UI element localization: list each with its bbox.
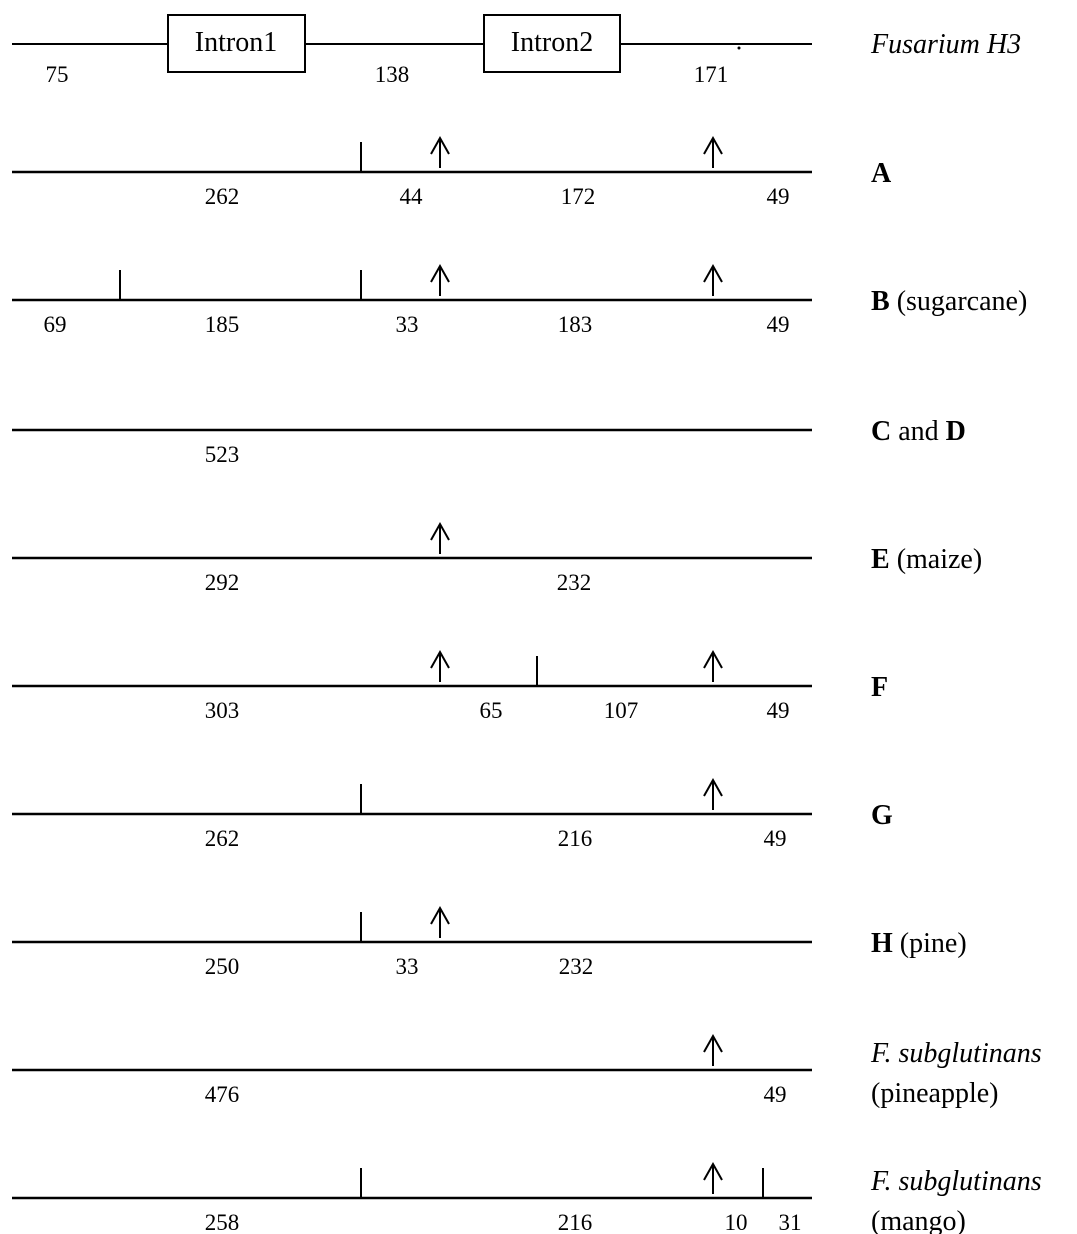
- pattern-label: E (maize): [871, 544, 982, 575]
- arrow-site-marker: [703, 263, 723, 296]
- pattern-host-label: (pineapple): [871, 1078, 999, 1109]
- fragment-length: 107: [604, 698, 639, 723]
- pattern-label: H (pine): [871, 928, 967, 959]
- intron2-box: [483, 14, 621, 73]
- fragment-length: 232: [559, 954, 594, 979]
- pattern-host-label: (mango): [871, 1206, 966, 1234]
- fragment-length: 49: [764, 826, 787, 851]
- pattern-row: 69 185 33 183 49 B (sugarcane): [12, 263, 1027, 337]
- pattern-row: 476 49 F. subglutinans (pineapple): [12, 1033, 1042, 1109]
- arrow-site-marker: [430, 649, 450, 682]
- fragment-length: 216: [558, 826, 593, 851]
- exon3-length: 171: [694, 62, 729, 87]
- arrow-site-marker: [703, 135, 723, 168]
- fragment-length: 31: [779, 1210, 802, 1234]
- fragment-length: 172: [561, 184, 596, 209]
- pattern-label: G: [871, 800, 893, 831]
- restriction-patterns: 262 44 172 49 A 69 185 33 183 49 B (sugarcane) 523 C…: [12, 135, 1042, 1234]
- fragment-length: 262: [205, 184, 240, 209]
- fragment-length: 33: [396, 312, 419, 337]
- arrow-site-marker: [703, 1161, 723, 1194]
- intron2-label: Intron2: [511, 27, 593, 58]
- fragment-length: 303: [205, 698, 240, 723]
- pattern-row: 262 216 49 G: [12, 777, 893, 851]
- arrow-site-marker: [703, 777, 723, 810]
- fragment-length: 49: [764, 1082, 787, 1107]
- pattern-label: F. subglutinans: [870, 1166, 1042, 1197]
- fragment-length: 185: [205, 312, 240, 337]
- arrow-site-marker: [430, 263, 450, 296]
- fragment-length: 49: [767, 312, 790, 337]
- fragment-length: 292: [205, 570, 240, 595]
- fragment-length: 476: [205, 1082, 240, 1107]
- arrow-site-marker: [430, 905, 450, 938]
- fragment-length: 262: [205, 826, 240, 851]
- fragment-length: 232: [557, 570, 592, 595]
- fragment-length: 49: [767, 698, 790, 723]
- gene-end-dot: [737, 46, 741, 50]
- fragment-length: 33: [396, 954, 419, 979]
- pattern-row: 303 65 107 49 F: [12, 649, 888, 723]
- pattern-label: B (sugarcane): [871, 286, 1027, 317]
- fragment-length: 65: [480, 698, 503, 723]
- intron1-label: Intron1: [195, 27, 277, 58]
- pattern-row: 292 232 E (maize): [12, 521, 982, 595]
- fragment-length: 258: [205, 1210, 240, 1234]
- exon2-length: 138: [375, 62, 410, 87]
- pattern-row: 258 216 10 31 F. subglutinans (mango): [12, 1161, 1042, 1234]
- arrow-site-marker: [430, 521, 450, 554]
- pattern-label: C and D: [871, 416, 966, 447]
- gene-structure: Intron1 Intron2 75 138 171 Fusarium H3: [12, 14, 1021, 87]
- fragment-length: 49: [767, 184, 790, 209]
- pattern-label: F: [871, 672, 888, 703]
- fragment-length: 44: [400, 184, 424, 209]
- pattern-row: 262 44 172 49 A: [12, 135, 892, 209]
- fragment-length: 216: [558, 1210, 593, 1234]
- fragment-length: 250: [205, 954, 240, 979]
- fragment-length: 10: [725, 1210, 748, 1234]
- gene-name: Fusarium H3: [870, 29, 1021, 60]
- arrow-site-marker: [703, 1033, 723, 1066]
- exon1-length: 75: [46, 62, 69, 87]
- fragment-length: 523: [205, 442, 240, 467]
- arrow-site-marker: [703, 649, 723, 682]
- pattern-row: 250 33 232 H (pine): [12, 905, 967, 979]
- pattern-label: F. subglutinans: [870, 1038, 1042, 1069]
- arrow-site-marker: [430, 135, 450, 168]
- pattern-row: 523 C and D: [12, 416, 966, 467]
- pattern-label: A: [871, 158, 892, 189]
- fragment-length: 69: [44, 312, 67, 337]
- fragment-length: 183: [558, 312, 593, 337]
